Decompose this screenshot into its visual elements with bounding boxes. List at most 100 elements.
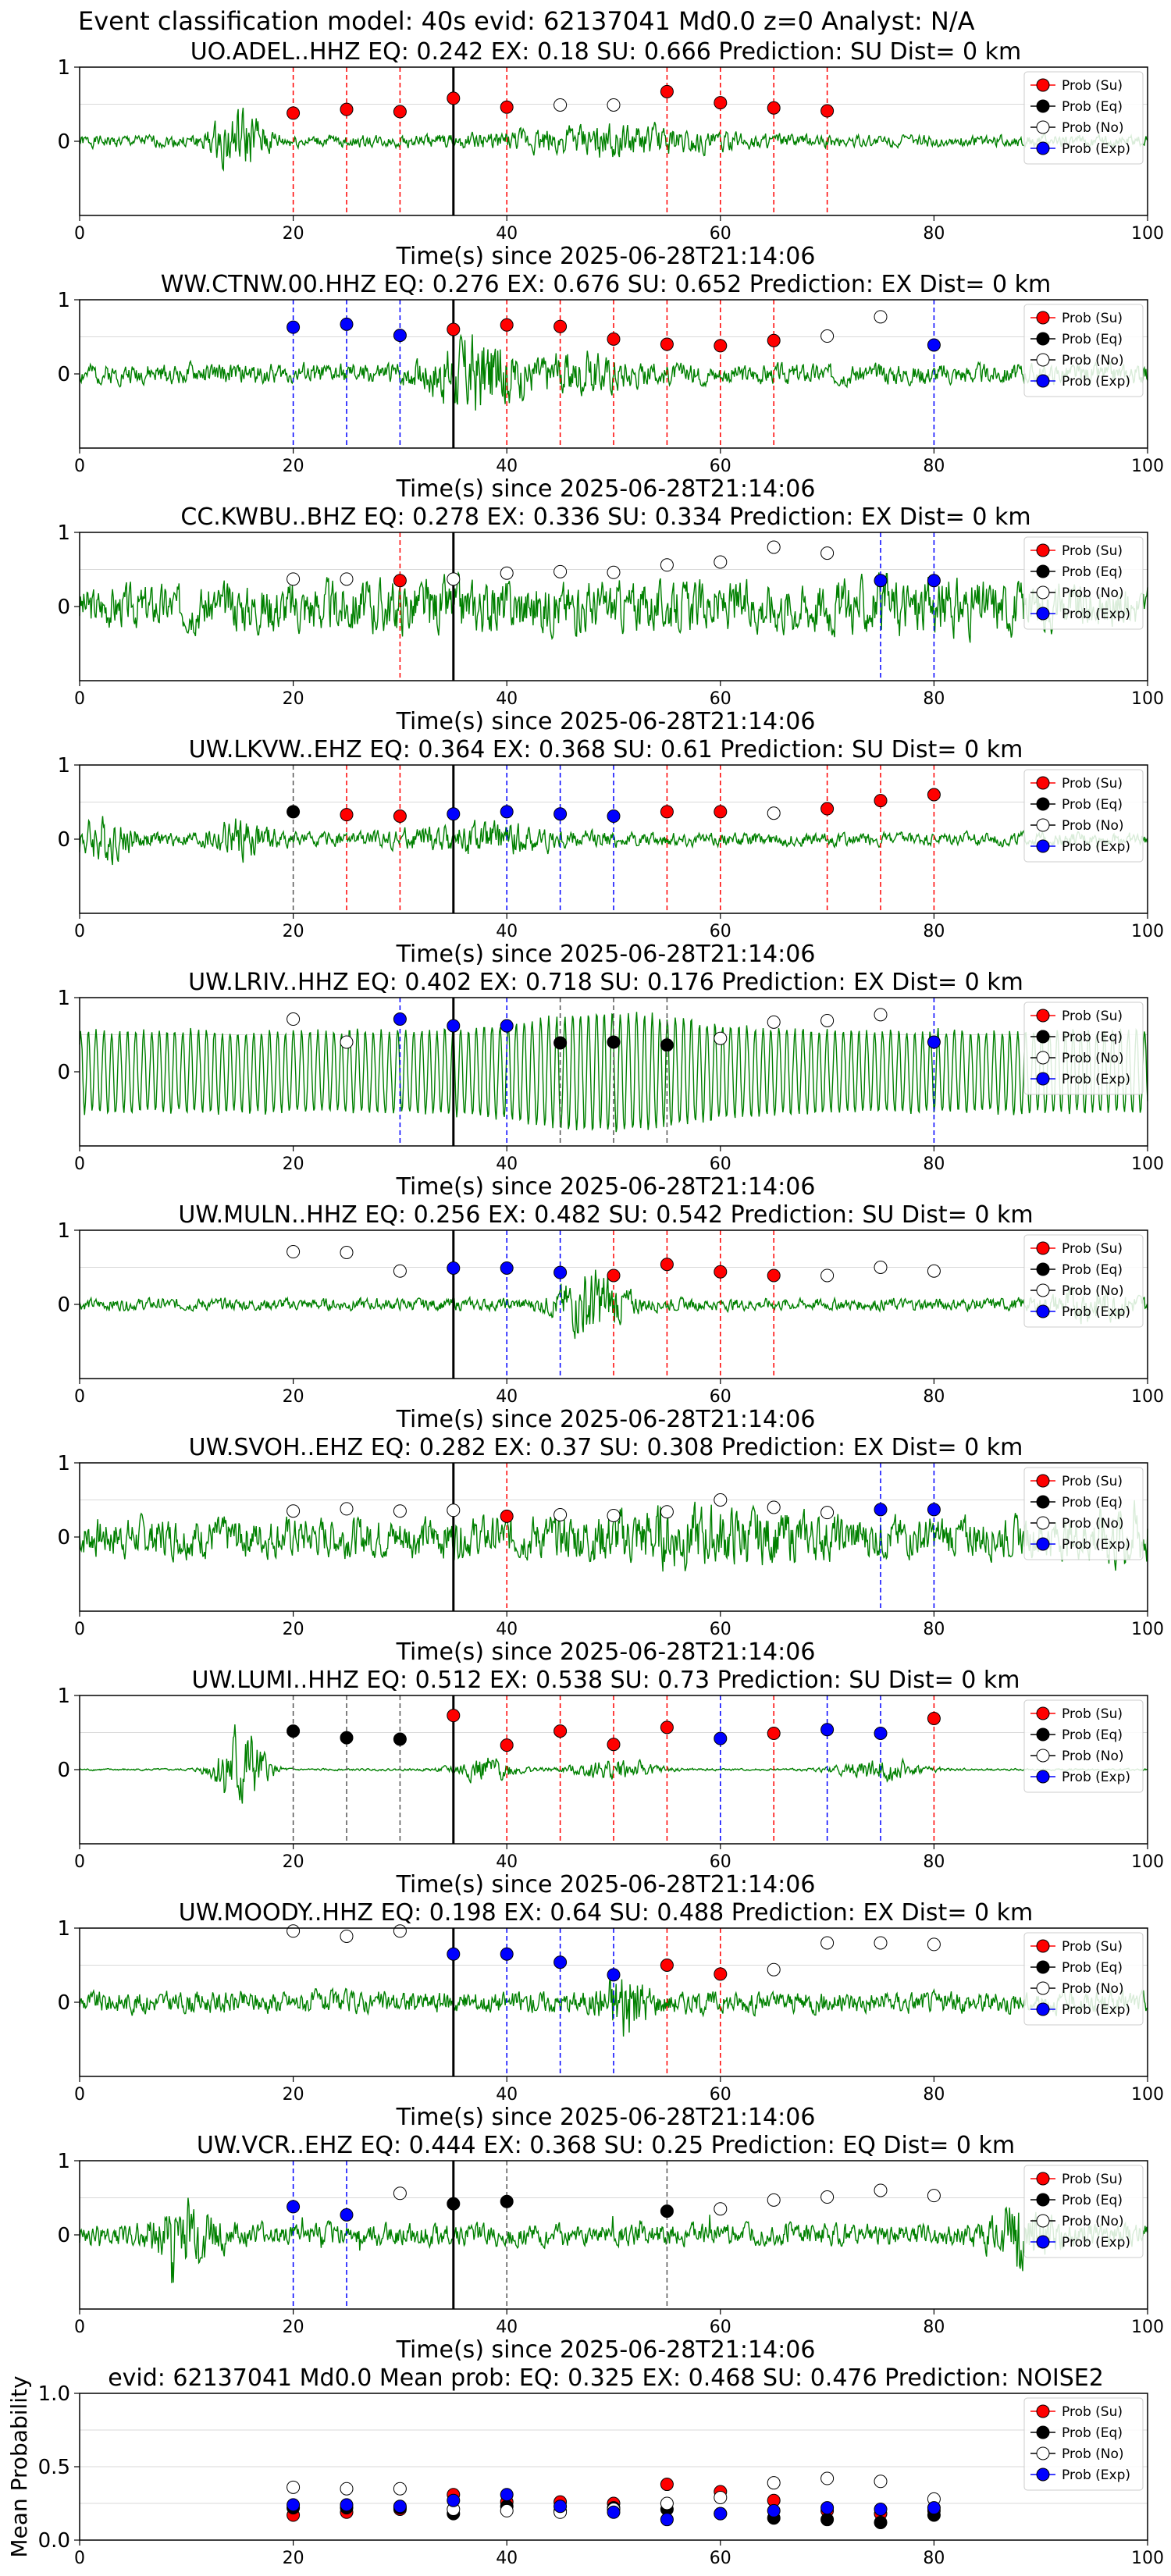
y-tick-label: 1.0 — [38, 2382, 70, 2406]
prob-marker-no — [553, 564, 568, 578]
x-tick-label: 80 — [923, 2318, 945, 2337]
prob-marker-no — [553, 1508, 568, 1521]
mean-marker-no — [714, 2490, 728, 2504]
x-tick-label: 0 — [74, 1155, 85, 1174]
legend-marker-no — [1036, 818, 1050, 832]
legend-box — [1023, 1932, 1144, 2026]
panel-title: UW.SVOH..EHZ EQ: 0.282 EX: 0.37 SU: 0.30… — [189, 1434, 1023, 1461]
x-axis-label: Time(s) since 2025-06-28T21:14:06 — [396, 2336, 816, 2364]
legend-label: Prob (Eq) — [1062, 564, 1123, 580]
x-tick-label: 100 — [1131, 1155, 1164, 1174]
axes-frame — [79, 532, 1148, 681]
x-tick-label: 60 — [710, 457, 731, 476]
legend-box — [1023, 304, 1144, 397]
legend-marker-exp — [1036, 2002, 1050, 2016]
prob-marker-su — [660, 805, 674, 819]
legend-marker-no — [1036, 2214, 1050, 2228]
prob-marker-exp — [607, 1968, 621, 1982]
x-axis-label: Time(s) since 2025-06-28T21:14:06 — [396, 243, 816, 270]
prob-marker-su — [660, 337, 674, 351]
legend-label: Prob (Su) — [1062, 1939, 1123, 1955]
waveform-trace — [79, 333, 1148, 411]
prob-marker-no — [927, 1264, 941, 1278]
x-tick-label: 80 — [923, 224, 945, 244]
legend-label: Prob (Exp) — [1062, 839, 1130, 855]
x-tick-label: 60 — [710, 1620, 731, 1639]
legend-box — [1023, 1467, 1144, 1560]
prob-marker-no — [714, 2202, 728, 2216]
legend-label: Prob (No) — [1062, 1283, 1124, 1299]
y-axis-label: Mean Probability — [6, 2375, 32, 2557]
station-panel-4: UW.LKVW..EHZ EQ: 0.364 EX: 0.368 SU: 0.6… — [57, 736, 1164, 968]
legend-label: Prob (No) — [1062, 1749, 1124, 1764]
legend-label: Prob (Su) — [1062, 1241, 1123, 1257]
prob-marker-no — [767, 540, 781, 554]
prob-marker-exp — [553, 1265, 568, 1279]
legend-label: Prob (Exp) — [1062, 1304, 1130, 1320]
prob-marker-no — [287, 1924, 301, 1938]
legend-marker-su — [1036, 543, 1050, 557]
legend-label: Prob (Eq) — [1062, 1960, 1123, 1976]
prob-marker-su — [660, 1258, 674, 1272]
waveform-trace — [79, 571, 1148, 643]
x-tick-label: 100 — [1131, 2318, 1164, 2337]
legend-label: Prob (Eq) — [1062, 1495, 1123, 1510]
prob-marker-su — [447, 91, 461, 105]
mean-marker-exp — [340, 2498, 354, 2512]
mean-marker-exp — [553, 2500, 568, 2514]
x-tick-label: 80 — [923, 689, 945, 709]
prob-marker-exp — [447, 1947, 461, 1961]
legend-marker-no — [1036, 2446, 1050, 2460]
legend-label: Prob (No) — [1062, 818, 1124, 834]
legend-label: Prob (Exp) — [1062, 374, 1130, 390]
x-tick-label: 40 — [496, 224, 518, 244]
prob-marker-no — [874, 1936, 888, 1950]
prob-marker-exp — [340, 2208, 354, 2222]
waveform-trace — [79, 107, 1148, 173]
prob-marker-exp — [927, 338, 941, 352]
legend-box — [1023, 1002, 1144, 1095]
y-tick-label: 0 — [57, 130, 70, 154]
x-tick-label: 0 — [74, 1620, 85, 1639]
x-tick-label: 100 — [1131, 1387, 1164, 1407]
x-tick-label: 0 — [74, 2318, 85, 2337]
prob-marker-no — [874, 2183, 888, 2197]
y-tick-label: 1 — [57, 1917, 70, 1941]
mean-marker-exp — [874, 2503, 888, 2517]
panel-title: UW.VCR..EHZ EQ: 0.444 EX: 0.368 SU: 0.25… — [197, 2132, 1015, 2159]
legend-box — [1023, 71, 1144, 165]
prob-marker-su — [927, 788, 941, 802]
mean-marker-exp — [714, 2507, 728, 2521]
mean-marker-exp — [607, 2505, 621, 2519]
prob-marker-eq — [393, 1732, 407, 1746]
axes-frame — [79, 1229, 1148, 1379]
legend-marker-su — [1036, 1706, 1050, 1720]
legend-label: Prob (Eq) — [1062, 332, 1123, 347]
prob-marker-su — [820, 802, 835, 816]
legend-box — [1023, 1699, 1144, 1793]
prob-marker-no — [767, 1500, 781, 1514]
prob-marker-exp — [393, 1012, 407, 1026]
x-axis-label: Time(s) since 2025-06-28T21:14:06 — [396, 475, 816, 503]
prob-marker-no — [340, 1246, 354, 1259]
prob-marker-su — [874, 794, 888, 808]
prob-marker-no — [340, 1502, 354, 1516]
legend-box — [1023, 1234, 1144, 1328]
y-tick-label: 0 — [57, 2224, 70, 2247]
x-tick-label: 100 — [1131, 922, 1164, 941]
legend-label: Prob (Su) — [1062, 2404, 1123, 2420]
prob-marker-no — [660, 558, 674, 572]
prob-marker-no — [607, 1508, 621, 1522]
prob-marker-no — [767, 1015, 781, 1029]
prob-marker-eq — [447, 2197, 461, 2211]
legend-label: Prob (Exp) — [1062, 607, 1130, 622]
prob-marker-eq — [287, 805, 301, 819]
prob-marker-no — [714, 555, 728, 569]
legend-marker-su — [1036, 2172, 1050, 2186]
legend-marker-eq — [1036, 1030, 1050, 1044]
y-tick-label: 1 — [57, 289, 70, 312]
legend-marker-no — [1036, 1283, 1050, 1297]
prob-marker-no — [287, 1504, 301, 1518]
y-tick-label: 1 — [57, 56, 70, 80]
legend-label: Prob (Exp) — [1062, 2467, 1130, 2483]
